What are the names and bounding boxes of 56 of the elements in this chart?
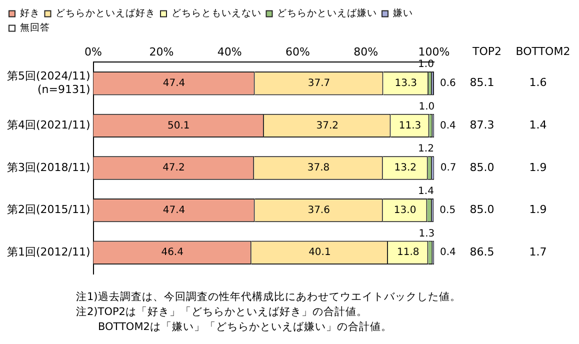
x-tick-label: 100% (418, 45, 450, 58)
data-label: 0.5 (440, 204, 456, 216)
x-tick-label: 80% (354, 45, 378, 58)
text: 85.0 (470, 160, 494, 174)
data-label: 11.3 (398, 120, 422, 132)
data-label: 47.4 (162, 204, 186, 216)
text: BOTTOM2は「嫌い」「どちらかといえば嫌い」の合計値。 (97, 320, 393, 335)
data-label: 0.7 (440, 162, 456, 174)
data-label: 1.2 (418, 144, 434, 155)
data-label: 11.8 (396, 247, 420, 258)
text: 85.1 (470, 76, 494, 90)
data-label: 13.0 (394, 204, 416, 216)
legend-label: 嫌い (392, 7, 413, 20)
x-tick-label: 60% (285, 45, 310, 58)
text: 86.5 (470, 246, 494, 258)
data-label: 40.1 (308, 247, 331, 258)
data-label: 13.2 (394, 162, 417, 174)
data-label: 46.4 (161, 247, 184, 258)
text: 注1)過去調査は、今回調査の性年代構成比にあわせてウエイトバックした値。 (76, 290, 461, 305)
data-label: 47.4 (162, 78, 186, 89)
data-label: 13.3 (394, 78, 418, 89)
text: TOP2 (471, 45, 502, 58)
data-label: 47.2 (162, 162, 185, 174)
x-tick-label: 40% (217, 45, 242, 58)
text: BOTTOM2 (516, 45, 570, 58)
legend-label: どちらともいえない (171, 8, 262, 20)
text: 1.6 (529, 76, 547, 90)
data-label: 0.4 (440, 120, 456, 132)
y-tick-label: 第2回(2015/11) (7, 203, 90, 216)
data-label: 37.6 (308, 204, 330, 216)
data-label: 37.8 (307, 162, 330, 174)
legend-label: 無回答 (20, 22, 50, 34)
data-label: 1.3 (418, 228, 435, 240)
data-label: 1.0 (418, 101, 435, 112)
legend-label: どちらかといえば好き (56, 8, 156, 20)
y-tick-label: 第5回(2024/11) (n=9131) (7, 70, 90, 96)
data-label: 50.1 (167, 120, 190, 132)
data-label: 37.2 (316, 120, 338, 132)
legend-label: 好き (20, 8, 40, 20)
y-tick-label: 第1回(2012/11) (7, 246, 90, 258)
text: 87.3 (470, 118, 494, 132)
y-tick-label: 第3回(2018/11) (7, 160, 90, 174)
text: 1.7 (529, 246, 547, 258)
data-label: 0.4 (440, 247, 456, 258)
text: 1.9 (529, 203, 547, 216)
legend-label: どちらかといえば嫌い (277, 7, 377, 20)
text: 85.0 (470, 203, 494, 216)
y-tick-label: 第4回(2021/11) (7, 118, 90, 132)
text: 注2)TOP2は「好き」「どちらかといえば好き」の合計値。 (76, 305, 368, 320)
data-label: 1.4 (418, 186, 434, 198)
x-tick-label: 20% (149, 45, 174, 58)
text: 1.9 (529, 160, 547, 174)
text: 1.4 (529, 118, 547, 132)
data-label: 37.7 (308, 78, 330, 89)
data-label: 0.6 (440, 78, 456, 89)
x-tick-label: 0% (84, 45, 102, 58)
